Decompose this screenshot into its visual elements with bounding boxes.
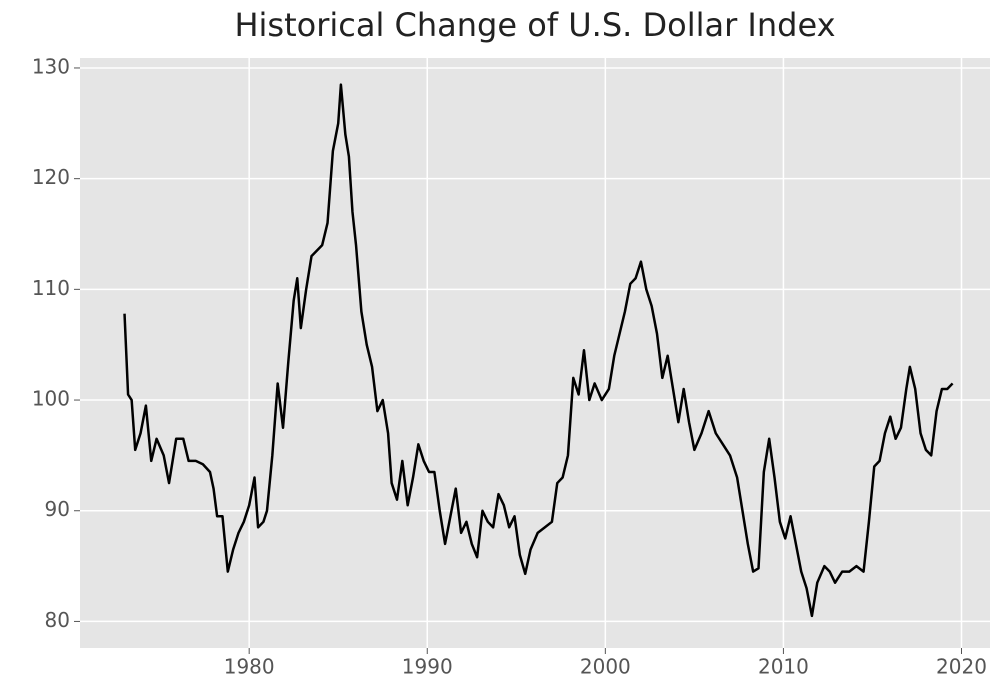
y-tick-label: 110 [32,276,70,300]
y-tick-label: 90 [45,497,70,521]
y-tick-label: 80 [45,608,70,632]
x-tick-label: 2000 [580,655,631,679]
x-tick-label: 2020 [936,655,987,679]
x-tick-label: 1980 [224,655,275,679]
chart-title: Historical Change of U.S. Dollar Index [234,6,835,44]
y-tick-label: 120 [32,165,70,189]
x-tick-label: 2010 [758,655,809,679]
data-line [123,83,954,618]
y-tick-label: 130 [32,54,70,78]
plot-area [80,58,990,648]
y-tick-label: 100 [32,387,70,411]
x-tick-label: 1990 [402,655,453,679]
